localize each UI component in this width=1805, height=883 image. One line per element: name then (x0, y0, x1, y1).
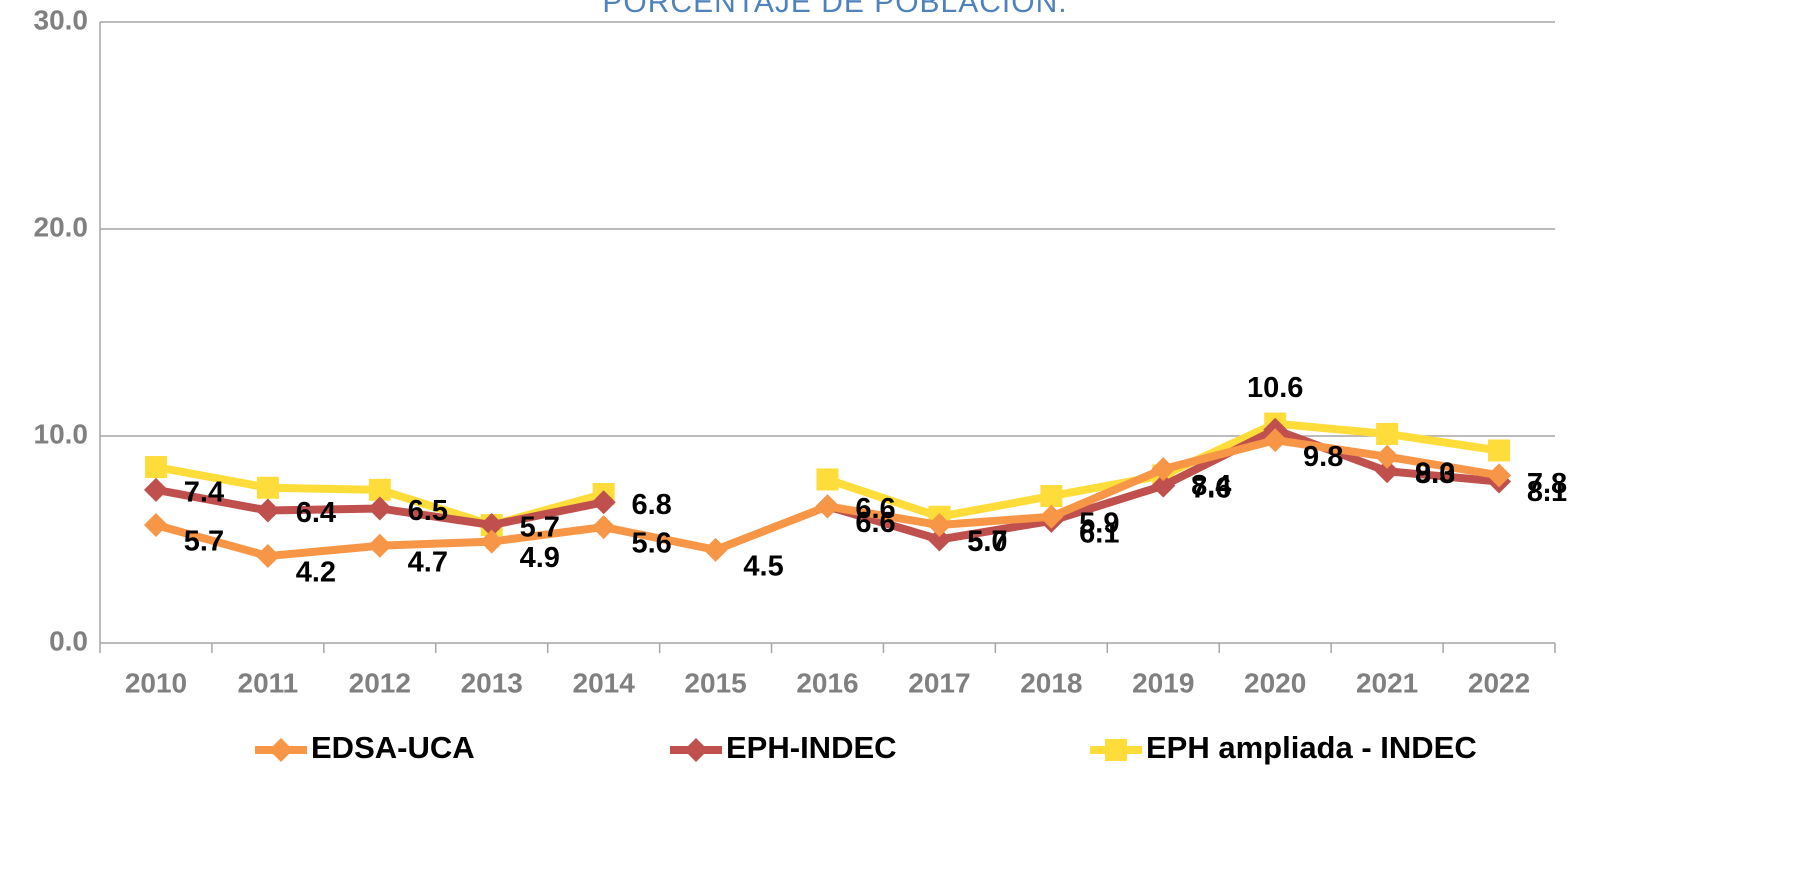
data-label: 9.0 (1415, 457, 1455, 489)
data-point (816, 468, 839, 491)
data-label: 4.5 (743, 551, 783, 583)
x-tick-label: 2019 (1132, 667, 1194, 698)
legend-marker (684, 738, 708, 762)
data-point (1376, 422, 1399, 445)
data-point (367, 496, 392, 521)
data-point (591, 490, 616, 515)
data-point (1375, 444, 1400, 469)
data-point (255, 544, 280, 569)
x-tick-label: 2013 (461, 667, 523, 698)
data-point (255, 498, 280, 523)
data-point (1039, 504, 1064, 529)
data-label: 6.1 (1079, 517, 1119, 549)
x-tick-label: 2021 (1356, 667, 1418, 698)
data-label: 8.1 (1527, 476, 1567, 508)
data-point (479, 513, 504, 538)
data-label: 5.7 (967, 526, 1007, 558)
data-label: 7.8 (1527, 468, 1567, 500)
data-point (1487, 463, 1512, 488)
data-label: 6.8 (631, 489, 671, 521)
data-label: 5.7 (184, 526, 224, 558)
data-point (927, 513, 952, 538)
legend-label: EPH-INDEC (726, 730, 897, 765)
data-label: 5.6 (631, 528, 671, 560)
data-label: 5.0 (967, 526, 1007, 558)
data-point (144, 456, 167, 479)
y-tick-label: 10.0 (34, 418, 89, 449)
data-point (367, 533, 392, 558)
data-point (1151, 473, 1176, 498)
data-label: 6.6 (855, 507, 895, 539)
data-point (143, 513, 168, 538)
data-label: 7.6 (1191, 472, 1231, 504)
x-tick-label: 2018 (1020, 667, 1082, 698)
data-point (368, 478, 391, 501)
legend-marker (1105, 739, 1127, 761)
data-point (1263, 428, 1288, 453)
x-tick-label: 2014 (573, 667, 636, 698)
data-point (927, 527, 952, 552)
data-point (143, 477, 168, 502)
data-point (1040, 485, 1063, 508)
x-tick-label: 2011 (238, 667, 299, 698)
data-point (591, 515, 616, 540)
data-point (703, 537, 728, 562)
data-label: 6.5 (408, 495, 448, 527)
data-point (1375, 459, 1400, 484)
y-tick-label: 0.0 (49, 625, 88, 656)
legend-label: EPH ampliada - INDEC (1146, 730, 1477, 765)
x-tick-label: 2016 (796, 667, 858, 698)
data-label: 6.4 (296, 497, 336, 529)
y-tick-label: 30.0 (34, 4, 89, 35)
data-point (815, 494, 840, 519)
data-label: 7.4 (184, 476, 224, 508)
data-label: 4.7 (408, 546, 448, 578)
data-label: 4.2 (296, 557, 336, 589)
legend-label: EDSA-UCA (311, 730, 475, 765)
data-label: 4.9 (520, 542, 560, 574)
data-point (1488, 439, 1511, 462)
legend-marker (269, 738, 293, 762)
x-tick-label: 2010 (125, 667, 187, 698)
data-label: 8.3 (1415, 458, 1455, 490)
data-label: 5.9 (1079, 508, 1119, 540)
x-tick-label: 2015 (684, 667, 746, 698)
data-label: 6.6 (855, 493, 895, 525)
y-tick-label: 20.0 (34, 211, 89, 242)
data-point (1151, 457, 1176, 482)
data-point (479, 529, 504, 554)
data-label: 10.6 (1247, 372, 1303, 404)
x-tick-label: 2012 (349, 667, 411, 698)
x-tick-label: 2020 (1244, 667, 1306, 698)
data-label: 9.8 (1303, 441, 1343, 473)
x-tick-label: 2017 (908, 667, 970, 698)
data-label: 5.7 (520, 512, 560, 544)
chart-title: PORCENTAJE DE POBLACIÓN. (602, 0, 1067, 19)
data-label: 8.4 (1191, 470, 1231, 502)
data-point (256, 476, 279, 499)
x-tick-label: 2022 (1468, 667, 1530, 698)
